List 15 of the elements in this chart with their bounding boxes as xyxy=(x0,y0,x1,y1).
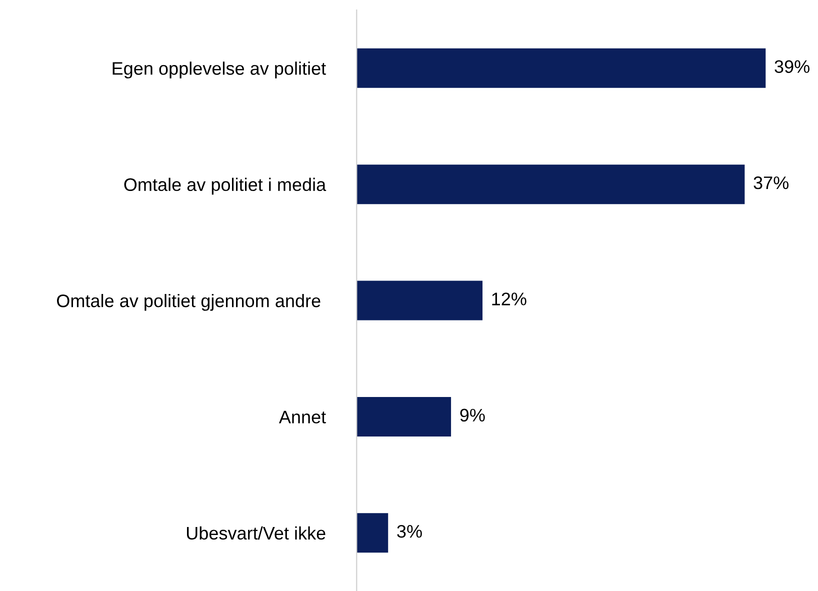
data-label: 9% xyxy=(460,408,485,422)
bar xyxy=(356,164,745,204)
data-label: 12% xyxy=(492,292,526,306)
data-label: 37% xyxy=(754,176,788,190)
y-tick-label: Annet xyxy=(278,410,326,424)
bar xyxy=(356,48,766,88)
bar xyxy=(356,513,388,553)
bar xyxy=(356,280,482,320)
y-tick-label: Egen opplevelse av politiet xyxy=(112,62,326,78)
bar xyxy=(356,396,452,436)
y-tick-label: Ubesvart/Vet ikke xyxy=(186,526,326,540)
y-tick-label: Omtale av politiet i media xyxy=(124,178,326,195)
data-label: 39% xyxy=(774,60,810,73)
data-label: 3% xyxy=(397,524,422,538)
y-tick-label: Omtale av politiet gjennom andre xyxy=(56,294,320,311)
